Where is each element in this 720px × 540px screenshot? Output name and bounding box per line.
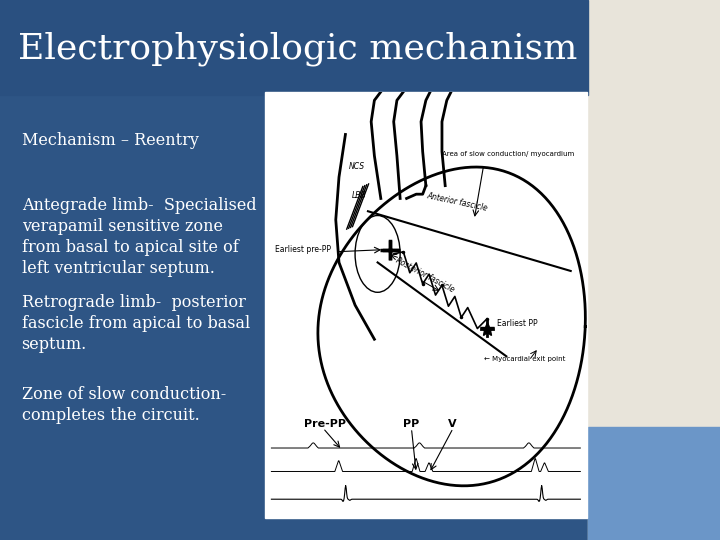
- Text: Mechanism – Reentry: Mechanism – Reentry: [22, 132, 199, 149]
- Text: V: V: [449, 418, 457, 429]
- Text: PP: PP: [403, 418, 420, 429]
- Bar: [588, 427, 720, 540]
- Text: Area of slow conduction/ myocardium: Area of slow conduction/ myocardium: [442, 151, 575, 157]
- Bar: [265, 92, 587, 518]
- Text: Antegrade limb-  Specialised
verapamil sensitive zone
from basal to apical site : Antegrade limb- Specialised verapamil se…: [22, 197, 256, 277]
- Text: Earliest PP: Earliest PP: [497, 320, 537, 328]
- Bar: [0, 0, 588, 94]
- Text: Zone of slow conduction-
completes the circuit.: Zone of slow conduction- completes the c…: [22, 386, 226, 424]
- Text: Earliest pre-PP: Earliest pre-PP: [274, 245, 330, 254]
- Text: Retrograde limb-  posterior
fascicle from apical to basal
septum.: Retrograde limb- posterior fascicle from…: [22, 294, 250, 353]
- Bar: [588, 0, 720, 540]
- Text: Pre-PP: Pre-PP: [304, 418, 346, 429]
- Text: LBB: LBB: [352, 192, 366, 200]
- Text: Anterior fascicle: Anterior fascicle: [426, 192, 488, 213]
- Text: Posterior fascicle: Posterior fascicle: [394, 256, 456, 294]
- Text: ← Myocardial exit point: ← Myocardial exit point: [484, 355, 565, 362]
- Text: Electrophysiologic mechanism: Electrophysiologic mechanism: [18, 31, 577, 66]
- Text: NCS: NCS: [348, 161, 365, 171]
